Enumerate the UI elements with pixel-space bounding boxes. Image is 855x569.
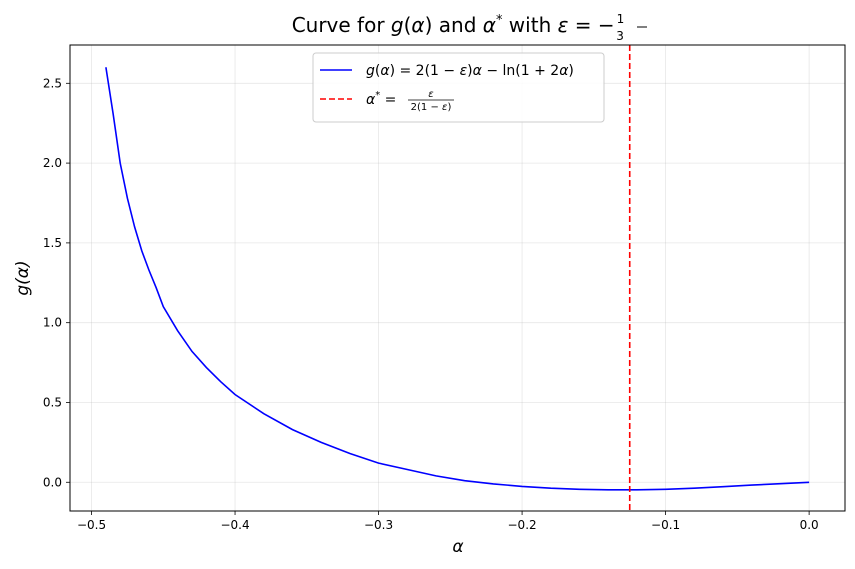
series-line-g-alpha (105, 67, 810, 491)
x-tick-label: −0.3 (364, 518, 393, 532)
x-tick-label: −0.4 (220, 518, 249, 532)
chart-title: Curve for g(α) and α* with ε = −1 3 (292, 12, 625, 43)
y-tick-label: 2.0 (43, 156, 62, 170)
x-tick-label: −0.1 (651, 518, 680, 532)
y-axis-ticks: 0.0 0.5 1.0 1.5 2.0 2.5 (43, 76, 70, 489)
legend-frac-numerator: ε (428, 89, 434, 100)
grid (70, 45, 845, 511)
legend: g(α) = 2(1 − ε)α − ln(1 + 2α) α* = ε 2(1… (312, 52, 605, 123)
y-tick-label: 0.5 (43, 395, 62, 409)
legend-frac-denominator: 2(1 − ε) (411, 102, 452, 113)
series-layer (105, 45, 810, 511)
legend-box (312, 52, 605, 123)
y-tick-label: 1.0 (43, 316, 62, 330)
x-axis-ticks: −0.5 −0.4 −0.3 −0.2 −0.1 0.0 (77, 511, 819, 532)
y-tick-label: 1.5 (43, 236, 62, 250)
x-tick-label: −0.2 (508, 518, 537, 532)
x-axis-label: α (452, 537, 463, 557)
legend-label-alpha-star: α* = (366, 90, 396, 108)
legend-label-curve: g(α) = 2(1 − ε)α − ln(1 + 2α) (366, 63, 574, 79)
y-tick-label: 0.0 (43, 475, 62, 489)
x-tick-label: 0.0 (800, 518, 819, 532)
x-tick-label: −0.5 (77, 518, 106, 532)
y-axis-label: g(α) (13, 260, 33, 295)
y-tick-label: 2.5 (43, 76, 62, 90)
plot-frame (69, 44, 846, 512)
